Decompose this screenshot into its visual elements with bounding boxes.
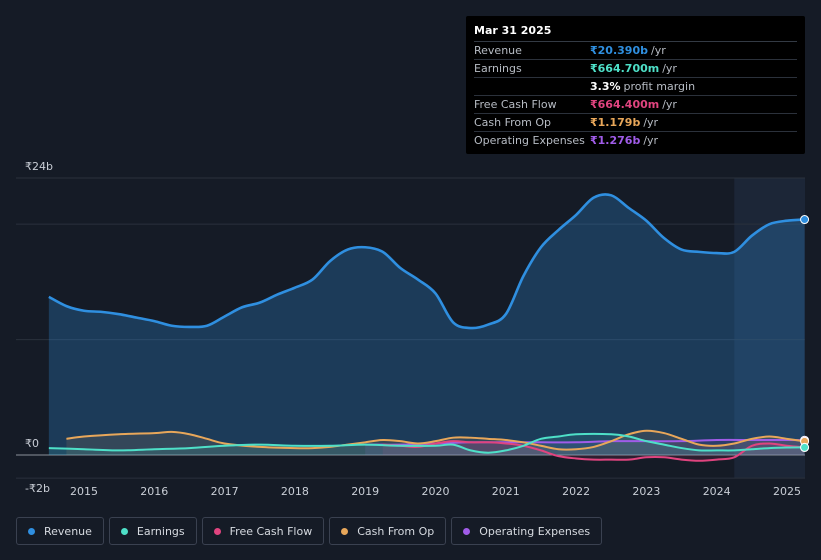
tooltip-row: Revenue ₹20.390b/yr <box>474 42 797 60</box>
forecast-highlight <box>734 178 805 478</box>
tooltip-unit: /yr <box>643 116 659 129</box>
x-tick-label: 2021 <box>492 485 520 498</box>
x-tick-label: 2017 <box>211 485 239 498</box>
tooltip-unit: profit margin <box>623 80 696 93</box>
x-tick-label: 2023 <box>632 485 660 498</box>
legend-item-revenue[interactable]: Revenue <box>16 517 104 545</box>
tooltip-row: Free Cash Flow ₹664.400m/yr <box>474 96 797 114</box>
tooltip-row: 3.3% profit margin <box>474 78 797 96</box>
x-tick-label: 2015 <box>70 485 98 498</box>
legend-item-cash-from-op[interactable]: Cash From Op <box>329 517 447 545</box>
x-tick-label: 2016 <box>140 485 168 498</box>
cash-from-op-line <box>66 429 805 451</box>
revenue-line <box>48 193 805 330</box>
x-tick-label: 2018 <box>281 485 309 498</box>
tooltip-date: Mar 31 2025 <box>474 24 797 42</box>
legend: Revenue Earnings Free Cash Flow Cash From O… <box>16 517 607 545</box>
legend-label: Earnings <box>136 524 185 538</box>
legend-item-free-cash-flow[interactable]: Free Cash Flow <box>201 517 325 545</box>
tooltip-value: ₹1.276b <box>590 134 641 147</box>
x-tick-label: 2024 <box>703 485 731 498</box>
y-tick-label: -₹2b <box>25 482 50 495</box>
revenue-area <box>48 194 805 456</box>
y-tick-label: ₹0 <box>25 437 39 450</box>
tooltip-label: Earnings <box>474 62 522 75</box>
tooltip-label: Operating Expenses <box>474 134 585 147</box>
tooltip-unit: /yr <box>662 62 677 75</box>
earnings-line <box>48 432 805 454</box>
tooltip-label <box>474 78 590 95</box>
free-cash-flow-line <box>382 440 805 462</box>
legend-dot-icon <box>213 527 221 535</box>
legend-label: Operating Expenses <box>479 524 591 538</box>
tooltip-row: Cash From Op ₹1.179b/yr <box>474 114 797 132</box>
tooltip-label: Revenue <box>474 44 522 57</box>
earnings-endpoint <box>800 442 810 452</box>
tooltip-unit: /yr <box>650 44 666 57</box>
x-tick-label: 2020 <box>422 485 450 498</box>
tooltip-value: ₹664.400m <box>590 98 660 111</box>
y-tick-label: ₹24b <box>25 160 53 173</box>
tooltip-value: ₹664.700m <box>590 62 660 75</box>
legend-label: Free Cash Flow <box>229 524 313 538</box>
legend-dot-icon <box>463 527 471 535</box>
tooltip-row: Operating Expenses ₹1.276b/yr <box>474 132 797 149</box>
revenue-endpoint <box>800 215 810 225</box>
legend-label: Revenue <box>44 524 92 538</box>
tooltip-unit: /yr <box>662 98 677 111</box>
legend-dot-icon <box>341 527 349 535</box>
tooltip-value: ₹1.179b <box>590 116 641 129</box>
tooltip-value: 3.3% <box>590 80 621 93</box>
legend-dot-icon <box>120 527 128 535</box>
x-tick-label: 2019 <box>351 485 379 498</box>
x-tick-label: 2025 <box>773 485 801 498</box>
legend-item-earnings[interactable]: Earnings <box>108 517 197 545</box>
tooltip-label: Cash From Op <box>474 116 552 129</box>
tooltip-unit: /yr <box>643 134 659 147</box>
x-tick-label: 2022 <box>562 485 590 498</box>
legend-dot-icon <box>28 527 35 535</box>
legend-label: Cash From Op <box>357 524 435 538</box>
tooltip-label: Free Cash Flow <box>474 98 557 111</box>
tooltip-row: Earnings ₹664.700m/yr <box>474 60 797 78</box>
legend-item-operating-expenses[interactable]: Operating Expenses <box>451 517 603 545</box>
free-cash-flow-area <box>382 441 805 461</box>
tooltip-value: ₹20.390b <box>590 44 648 57</box>
tooltip: Mar 31 2025 Revenue ₹20.390b/yr Earnings ₹6… <box>466 16 805 154</box>
